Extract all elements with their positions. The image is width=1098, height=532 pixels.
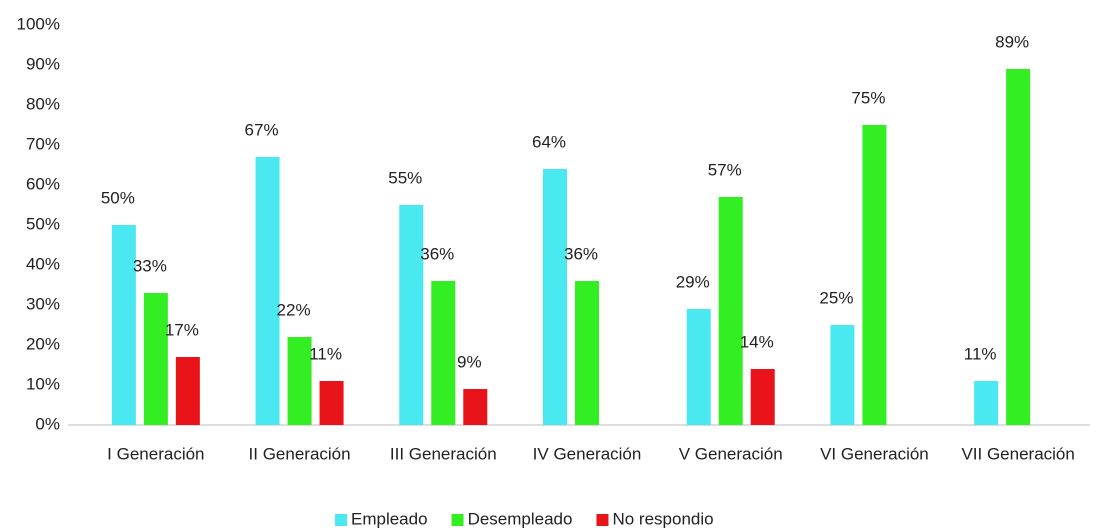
legend-swatch	[596, 514, 609, 526]
bar	[463, 389, 488, 425]
data-label: 75%	[851, 88, 885, 107]
y-tick-label: 30%	[26, 294, 60, 313]
bar	[718, 197, 743, 425]
y-tick-label: 60%	[26, 174, 60, 193]
y-tick-label: 20%	[26, 334, 60, 353]
y-tick-label: 90%	[26, 54, 60, 73]
x-tick-label: VI Generación	[820, 444, 929, 463]
data-label: 33%	[133, 256, 167, 275]
legend-swatch	[335, 514, 347, 526]
data-label: 11%	[309, 344, 342, 363]
data-label: 11%	[964, 344, 997, 363]
x-tick-label: IV Generación	[533, 444, 642, 463]
data-label: 36%	[420, 244, 454, 263]
data-label: 57%	[708, 160, 742, 179]
data-label: 25%	[819, 288, 853, 307]
bar	[111, 225, 136, 425]
data-label: 67%	[245, 120, 279, 139]
bar	[750, 369, 775, 425]
bar	[143, 293, 168, 425]
y-tick-label: 70%	[26, 134, 60, 153]
x-tick-label: I Generación	[107, 444, 204, 463]
data-label: 17%	[165, 320, 199, 339]
bar	[862, 125, 887, 425]
bar	[319, 381, 344, 425]
bar	[575, 281, 599, 425]
bar	[255, 157, 280, 425]
bar	[543, 169, 567, 425]
data-label: 9%	[457, 352, 482, 371]
bar	[686, 309, 711, 425]
data-label: 55%	[388, 168, 422, 187]
y-tick-label: 80%	[26, 94, 60, 113]
data-label: 22%	[277, 300, 311, 319]
data-label: 29%	[676, 272, 710, 291]
legend-swatch	[451, 514, 464, 526]
data-label: 64%	[532, 132, 566, 151]
data-label: 14%	[740, 332, 774, 351]
x-tick-label: VII Generación	[961, 444, 1074, 463]
x-tick-label: V Generación	[679, 444, 783, 463]
y-tick-label: 50%	[26, 214, 60, 233]
data-label: 50%	[101, 188, 135, 207]
legend-label: Empleado	[351, 509, 428, 528]
x-tick-label: II Generación	[249, 444, 351, 463]
bar	[431, 281, 456, 425]
bar	[830, 325, 855, 425]
legend-label: Desempleado	[468, 509, 573, 528]
bar	[175, 357, 200, 425]
bar	[287, 337, 312, 425]
y-tick-label: 0%	[35, 414, 60, 433]
bar	[1006, 69, 1031, 425]
y-tick-label: 100%	[17, 14, 60, 33]
bar	[974, 381, 999, 425]
bar	[399, 205, 424, 425]
data-label: 89%	[995, 32, 1029, 51]
legend-label: No respondio	[612, 509, 713, 528]
y-tick-label: 10%	[26, 374, 60, 393]
y-tick-label: 40%	[26, 254, 60, 273]
x-tick-label: III Generación	[390, 444, 497, 463]
data-label: 36%	[564, 244, 598, 263]
